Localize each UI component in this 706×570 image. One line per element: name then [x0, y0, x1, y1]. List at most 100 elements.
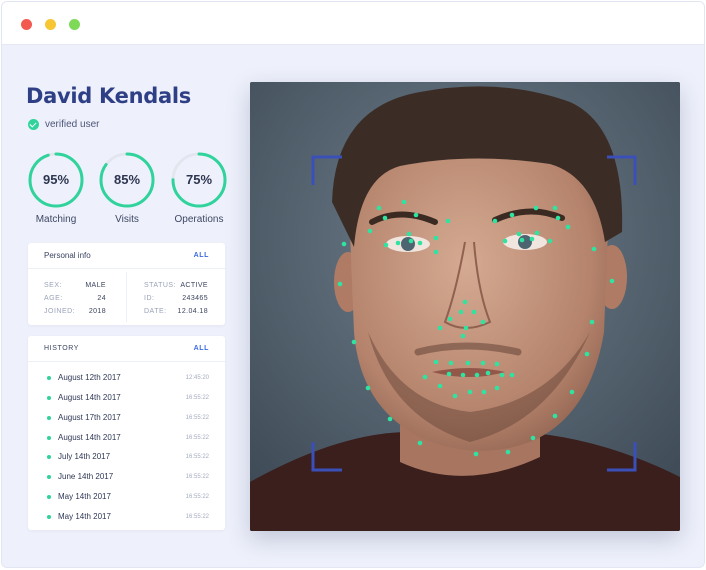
- personal-info-header: Personal info ALL: [28, 243, 225, 269]
- scan-corner-top-left: [311, 155, 342, 185]
- close-window-button[interactable]: [21, 19, 32, 30]
- landmark-dot: [533, 205, 539, 211]
- history-time: 16:55:22: [185, 474, 209, 480]
- stat-label: Operations: [174, 214, 224, 225]
- landmark-dot: [492, 218, 498, 224]
- moustache: [414, 342, 522, 356]
- history-date: August 14th 2017: [58, 433, 121, 442]
- landmark-dot: [382, 215, 388, 221]
- right-iris: [518, 235, 532, 249]
- right-eyebrow: [492, 208, 565, 223]
- scan-corner-bottom-left: [311, 442, 342, 472]
- history-item[interactable]: June 14th 2017 16:55:22: [28, 471, 225, 483]
- landmark-dot: [474, 372, 480, 378]
- personal-info-all-link[interactable]: ALL: [193, 252, 209, 259]
- landmark-dot: [494, 385, 500, 391]
- history-item[interactable]: August 14th 2017 16:55:22: [28, 432, 225, 444]
- landmark-dot: [591, 246, 597, 252]
- landmark-dot: [460, 372, 466, 378]
- landmark-dot: [529, 236, 535, 242]
- history-item[interactable]: July 14th 2017 16:55:22: [28, 451, 225, 463]
- history-card: HISTORY ALL August 12th 2017 12:45:20 Au…: [28, 336, 225, 530]
- info-row: ID: 243465: [144, 292, 208, 305]
- landmark-dot: [395, 240, 401, 246]
- landmark-dot: [565, 224, 571, 230]
- landmark-dot: [433, 249, 439, 255]
- title-bar: [2, 2, 704, 45]
- column-divider: [126, 272, 127, 322]
- info-value: 243465: [182, 295, 208, 302]
- landmark-dot: [417, 440, 423, 446]
- operations-progress-ring: [171, 152, 227, 208]
- landmark-dot: [499, 372, 505, 378]
- landmark-dot: [463, 325, 469, 331]
- info-key: STATUS:: [144, 282, 177, 289]
- scan-frame: [311, 155, 637, 472]
- landmark-dot: [494, 361, 500, 367]
- landmark-dot: [480, 360, 486, 366]
- history-time: 16:55:22: [185, 395, 209, 401]
- stat-label: Matching: [35, 214, 77, 225]
- info-row: AGE: 24: [44, 292, 106, 305]
- history-time: 16:55:22: [185, 435, 209, 441]
- bullet-dot-icon: [47, 416, 51, 420]
- left-eyebrow: [369, 211, 438, 225]
- history-date: August 14th 2017: [58, 393, 121, 402]
- landmark-dot: [516, 231, 522, 237]
- landmark-dot: [437, 325, 443, 331]
- bullet-dot-icon: [47, 515, 51, 519]
- maximize-window-button[interactable]: [69, 19, 80, 30]
- info-key: SEX:: [44, 282, 62, 289]
- landmark-dot: [341, 241, 347, 247]
- info-value: MALE: [85, 282, 106, 289]
- landmark-dot: [509, 372, 515, 378]
- history-item[interactable]: August 14th 2017 16:55:22: [28, 392, 225, 404]
- landmark-dot: [462, 299, 468, 305]
- info-key: ID:: [144, 295, 155, 302]
- matching-progress-ring: [28, 152, 84, 208]
- landmark-dot: [552, 205, 558, 211]
- bullet-dot-icon: [47, 396, 51, 400]
- stat-visits: 85% Visits: [99, 152, 155, 225]
- hair: [332, 86, 623, 247]
- stat-operations: 75% Operations: [171, 152, 227, 225]
- landmark-dot: [417, 240, 423, 246]
- landmark-dot: [473, 451, 479, 457]
- stat-value: 95%: [42, 172, 70, 187]
- landmark-dot: [376, 205, 382, 211]
- landmark-dot: [447, 316, 453, 322]
- face-scan-photo: [250, 82, 680, 531]
- landmark-dot: [422, 374, 428, 380]
- verified-status: verified user: [28, 119, 99, 130]
- info-value: ACTIVE: [180, 282, 208, 289]
- scan-corner-bottom-right: [607, 442, 637, 472]
- info-value: 2018: [88, 308, 106, 315]
- personal-info-right-column: STATUS: ACTIVE ID: 243465 DATE: 12.04.18: [144, 279, 208, 318]
- landmark-dot: [467, 389, 473, 395]
- landmark-dot: [481, 389, 487, 395]
- history-time: 16:55:22: [185, 415, 209, 421]
- landmark-dot: [555, 215, 561, 221]
- history-item[interactable]: May 14th 2017 16:55:22: [28, 511, 225, 523]
- landmark-dot: [365, 385, 371, 391]
- history-all-link[interactable]: ALL: [193, 345, 209, 352]
- landmark-dot: [569, 389, 575, 395]
- history-time: 16:55:22: [185, 454, 209, 460]
- stat-matching: 95% Matching: [28, 152, 84, 225]
- landmark-dot: [446, 371, 452, 377]
- minimize-window-button[interactable]: [45, 19, 56, 30]
- history-item[interactable]: May 14th 2017 16:55:22: [28, 491, 225, 503]
- history-item[interactable]: August 12th 2017 12:45:20: [28, 372, 225, 384]
- landmark-dot: [480, 319, 486, 325]
- landmark-dot: [509, 212, 515, 218]
- bullet-dot-icon: [47, 455, 51, 459]
- landmark-dot: [408, 238, 414, 244]
- face-landmarks: [337, 199, 615, 457]
- check-circle-icon: [28, 119, 39, 130]
- bullet-dot-icon: [47, 495, 51, 499]
- face: [350, 140, 608, 451]
- landmark-dot: [534, 230, 540, 236]
- landmark-dot: [530, 435, 536, 441]
- history-item[interactable]: August 17th 2017 16:55:22: [28, 412, 225, 424]
- history-date: June 14th 2017: [58, 472, 114, 481]
